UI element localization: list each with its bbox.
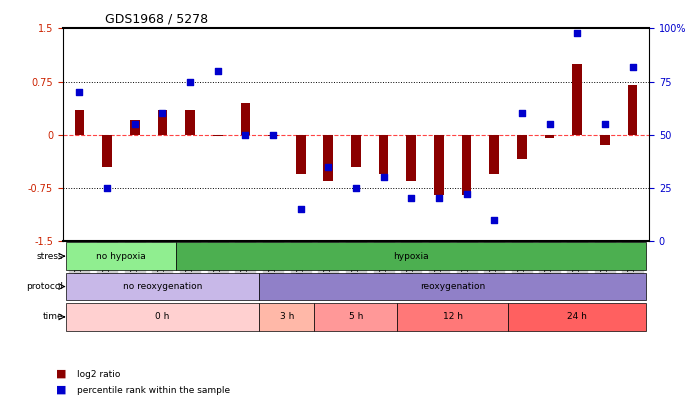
- Bar: [572, 64, 582, 134]
- Bar: [241, 103, 250, 134]
- Point: [517, 110, 528, 117]
- Point: [572, 29, 583, 36]
- Point: [184, 78, 195, 85]
- Bar: [102, 134, 112, 166]
- Bar: [315, 303, 397, 330]
- Bar: [259, 303, 315, 330]
- Bar: [213, 134, 223, 136]
- Bar: [351, 134, 361, 166]
- Text: ■: ■: [56, 369, 66, 379]
- Bar: [462, 134, 471, 195]
- Point: [101, 185, 112, 191]
- Point: [240, 131, 251, 138]
- Bar: [434, 134, 444, 195]
- Bar: [489, 134, 499, 174]
- Bar: [268, 134, 278, 136]
- Text: 0 h: 0 h: [155, 312, 170, 322]
- Text: time: time: [43, 312, 64, 322]
- Point: [129, 121, 140, 127]
- Point: [212, 68, 223, 74]
- Point: [295, 206, 306, 212]
- Bar: [517, 134, 527, 160]
- Bar: [176, 243, 646, 270]
- Text: 5 h: 5 h: [349, 312, 363, 322]
- Point: [433, 195, 445, 202]
- Text: percentile rank within the sample: percentile rank within the sample: [77, 386, 230, 395]
- Bar: [508, 303, 646, 330]
- Bar: [66, 303, 259, 330]
- Point: [74, 89, 85, 96]
- Bar: [628, 85, 637, 134]
- Point: [406, 195, 417, 202]
- Point: [461, 191, 472, 198]
- Text: 24 h: 24 h: [567, 312, 587, 322]
- Point: [600, 121, 611, 127]
- Bar: [75, 110, 84, 134]
- Bar: [130, 120, 140, 134]
- Bar: [66, 273, 259, 300]
- Bar: [600, 134, 610, 145]
- Bar: [323, 134, 333, 181]
- Point: [378, 174, 389, 181]
- Bar: [544, 134, 554, 138]
- Text: ■: ■: [56, 385, 66, 395]
- Text: hypoxia: hypoxia: [394, 252, 429, 261]
- Point: [322, 163, 334, 170]
- Bar: [379, 134, 389, 174]
- Text: no reoxygenation: no reoxygenation: [123, 282, 202, 291]
- Bar: [296, 134, 306, 174]
- Text: log2 ratio: log2 ratio: [77, 370, 120, 379]
- Text: 12 h: 12 h: [443, 312, 463, 322]
- Point: [544, 121, 555, 127]
- Point: [627, 63, 638, 70]
- Text: 3 h: 3 h: [280, 312, 294, 322]
- Bar: [66, 243, 176, 270]
- Bar: [397, 303, 508, 330]
- Text: GDS1968 / 5278: GDS1968 / 5278: [105, 12, 208, 25]
- Bar: [406, 134, 416, 181]
- Bar: [185, 110, 195, 134]
- Text: protocol: protocol: [27, 282, 64, 291]
- Text: stress: stress: [37, 252, 64, 261]
- Bar: [259, 273, 646, 300]
- Text: reoxygenation: reoxygenation: [420, 282, 485, 291]
- Bar: [158, 110, 168, 134]
- Point: [157, 110, 168, 117]
- Point: [489, 216, 500, 223]
- Point: [267, 131, 279, 138]
- Text: no hypoxia: no hypoxia: [96, 252, 146, 261]
- Point: [350, 185, 362, 191]
